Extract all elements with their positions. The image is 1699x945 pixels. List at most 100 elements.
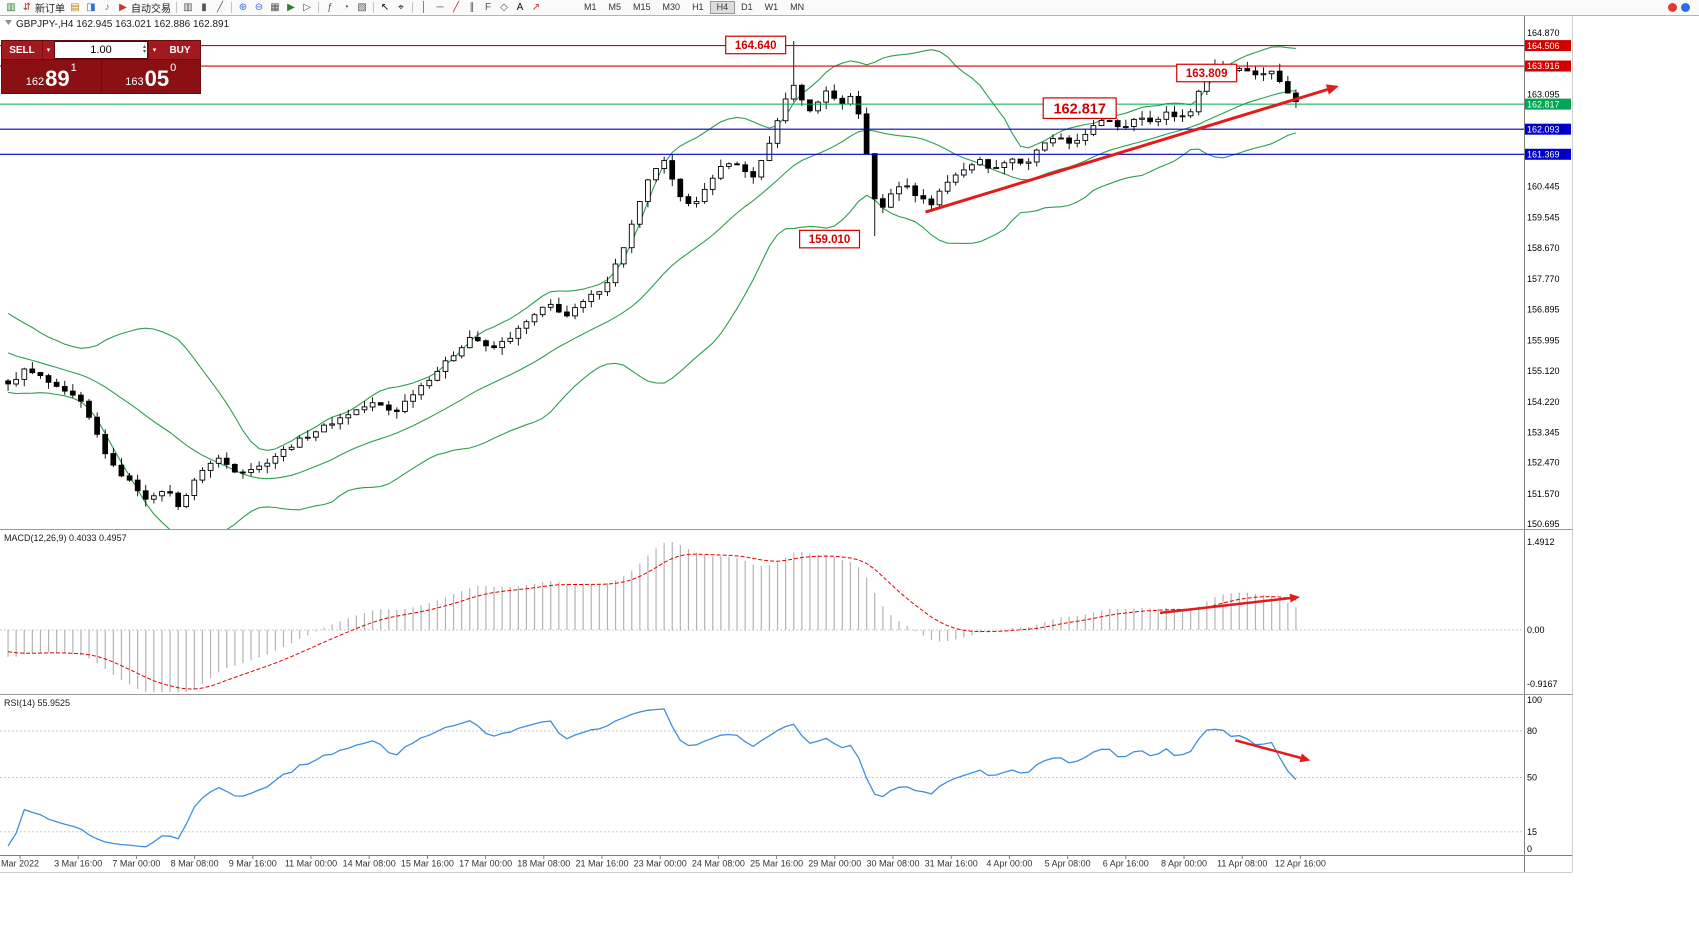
- trendline-icon-glyph: ╱: [452, 1, 460, 13]
- time-axis-label: 12 Apr 16:00: [1275, 859, 1326, 869]
- trend-arrow[interactable]: [1159, 593, 1300, 615]
- trend-arrow[interactable]: [1234, 739, 1311, 763]
- annotation-text: 164.640: [735, 40, 777, 52]
- price-axis-label: 157.770: [1527, 274, 1560, 284]
- chart-symbol-title: GBPJPY-,H4 162.945 163.021 162.886 162.8…: [16, 19, 230, 30]
- time-axis-label: 21 Mar 16:00: [575, 859, 628, 869]
- timeframe-h1[interactable]: H1: [692, 2, 704, 12]
- rsi-panel-area[interactable]: [0, 696, 1524, 855]
- price-axis-label: 154.220: [1527, 397, 1560, 407]
- rsi-line: [7, 708, 1297, 848]
- volume-spinner[interactable]: ▴ ▾: [143, 42, 146, 58]
- price-axis-label: 158.670: [1527, 243, 1560, 253]
- trendline-icon[interactable]: ╱: [448, 1, 464, 15]
- price-annotation[interactable]: 162.817: [1042, 97, 1117, 120]
- notification-red-icon[interactable]: [1668, 3, 1677, 12]
- timeframe-m15[interactable]: M15: [633, 2, 651, 12]
- time-axis-label: 11 Apr 08:00: [1217, 859, 1267, 869]
- timeframe-m1[interactable]: M1: [584, 2, 597, 12]
- one-click-trading-toggle[interactable]: [5, 20, 12, 25]
- candlestick-chart-icon[interactable]: ▮: [196, 1, 212, 15]
- buy-dropdown-caret[interactable]: ▾: [148, 41, 160, 59]
- price-axis-label: 155.995: [1527, 336, 1560, 346]
- timeframe-m5[interactable]: M5: [608, 2, 622, 12]
- zoom-in-icon[interactable]: ⊕: [235, 1, 251, 15]
- main-chart-layer: 164.640 163.809 162.817 159.010: [0, 35, 1524, 529]
- line-chart-icon[interactable]: ╱: [212, 1, 228, 15]
- equidistant-channel-icon[interactable]: ∥: [464, 1, 480, 15]
- notification-blue-icon[interactable]: [1681, 3, 1690, 12]
- timeframe-m30[interactable]: M30: [662, 2, 681, 12]
- fibonacci-icon[interactable]: F: [480, 1, 496, 15]
- shapes-icon[interactable]: ◇: [496, 1, 512, 15]
- line-chart-icon-glyph: ╱: [216, 1, 224, 13]
- periods-icon[interactable]: ◔: [338, 1, 354, 15]
- timeframe-d1[interactable]: D1: [741, 2, 753, 12]
- cursor-icon[interactable]: ↖: [377, 1, 393, 15]
- volume-field[interactable]: 1.00 ▴ ▾: [54, 41, 148, 59]
- buy-price[interactable]: 163 05 0: [102, 60, 201, 93]
- horizontal-line-icon-glyph: ─: [436, 1, 444, 13]
- timeframe-w1[interactable]: W1: [764, 2, 779, 12]
- timeframe-mn[interactable]: MN: [790, 2, 805, 12]
- arrow-object-icon[interactable]: ↗: [528, 1, 544, 15]
- auto-scroll-icon-glyph: ▶: [287, 1, 295, 13]
- buy-button[interactable]: BUY: [160, 41, 200, 59]
- time-axis-label: 8 Apr 00:00: [1161, 859, 1207, 869]
- price-annotation[interactable]: 159.010: [798, 229, 861, 249]
- sell-dropdown-caret[interactable]: ▾: [42, 41, 54, 59]
- vertical-line-icon[interactable]: │: [416, 1, 432, 15]
- price-annotation[interactable]: 163.809: [1176, 63, 1238, 83]
- data-window-icon-glyph: ◨: [86, 1, 96, 13]
- horizontal-line-icon[interactable]: ─: [432, 1, 448, 15]
- sound-alert-icon[interactable]: ♪: [99, 1, 115, 15]
- bar-chart-icon[interactable]: ▥: [180, 1, 196, 15]
- time-axis[interactable]: Mar 2022 3 Mar 16:00 7 Mar 00:00 8 Mar 08:0…: [0, 855, 1572, 869]
- data-window-icon[interactable]: ◨: [83, 1, 99, 15]
- caret-down-icon: ▾: [152, 47, 157, 54]
- time-axis-label: 7 Mar 00:00: [112, 859, 160, 869]
- trend-arrow[interactable]: [925, 84, 1339, 214]
- market-watch-icon-glyph: ▤: [70, 1, 80, 13]
- time-axis-label: 31 Mar 16:00: [925, 859, 978, 869]
- toolbar-separator: [231, 2, 232, 13]
- rsi-indicator-label: RSI(14) 55.9525: [4, 698, 70, 708]
- indicators-icon[interactable]: ƒ: [322, 1, 338, 15]
- auto-scroll-icon[interactable]: ▶: [283, 1, 299, 15]
- crosshair-icon[interactable]: ⌖: [393, 1, 409, 15]
- price-tag: [1525, 148, 1571, 160]
- zoom-out-icon[interactable]: ⊖: [251, 1, 267, 15]
- volume-value: 1.00: [90, 44, 112, 56]
- market-watch-icon[interactable]: ▤: [67, 1, 83, 15]
- price-annotation[interactable]: 164.640: [725, 35, 787, 55]
- time-axis-label: 18 Mar 08:00: [517, 859, 570, 869]
- rsi-axis-label: 15: [1527, 827, 1537, 837]
- rsi-axis-label: 0: [1527, 844, 1532, 854]
- new-order-button[interactable]: ⇵ 新订单: [19, 1, 67, 16]
- price-tag: [1525, 123, 1571, 135]
- time-axis-label: 14 Mar 08:00: [343, 859, 396, 869]
- bollinger-middle-band: [7, 90, 1296, 480]
- time-axis-label: 4 Apr 00:00: [986, 859, 1032, 869]
- macd-panel-area[interactable]: [0, 531, 1524, 694]
- buy-price-big: 05: [144, 66, 170, 92]
- auto-trading-button[interactable]: ▶ 自动交易: [115, 1, 173, 16]
- shapes-icon-glyph: ◇: [500, 1, 508, 13]
- price-tag-label: 163.916: [1527, 61, 1560, 71]
- time-axis-label: 24 Mar 08:00: [692, 859, 745, 869]
- time-axis-label: Mar 2022: [1, 859, 39, 869]
- text-label-icon[interactable]: A: [512, 1, 528, 15]
- timeframe-h4[interactable]: H4: [709, 1, 736, 14]
- bar-chart-icon-glyph: ▥: [183, 1, 193, 13]
- chart-shift-icon[interactable]: ▷: [299, 1, 315, 15]
- time-axis-label: 8 Mar 08:00: [171, 859, 219, 869]
- templates-icon[interactable]: ▧: [354, 1, 370, 15]
- rsi-axis-label: 50: [1527, 773, 1537, 783]
- periods-icon-glyph: ◔: [342, 1, 350, 13]
- vertical-line-icon-glyph: │: [420, 1, 428, 13]
- tile-windows-icon[interactable]: ▦: [267, 1, 283, 15]
- new-chart-icon[interactable]: ▥: [3, 1, 19, 15]
- sell-price[interactable]: 162 89 1: [2, 60, 102, 93]
- sell-button[interactable]: SELL: [2, 41, 42, 59]
